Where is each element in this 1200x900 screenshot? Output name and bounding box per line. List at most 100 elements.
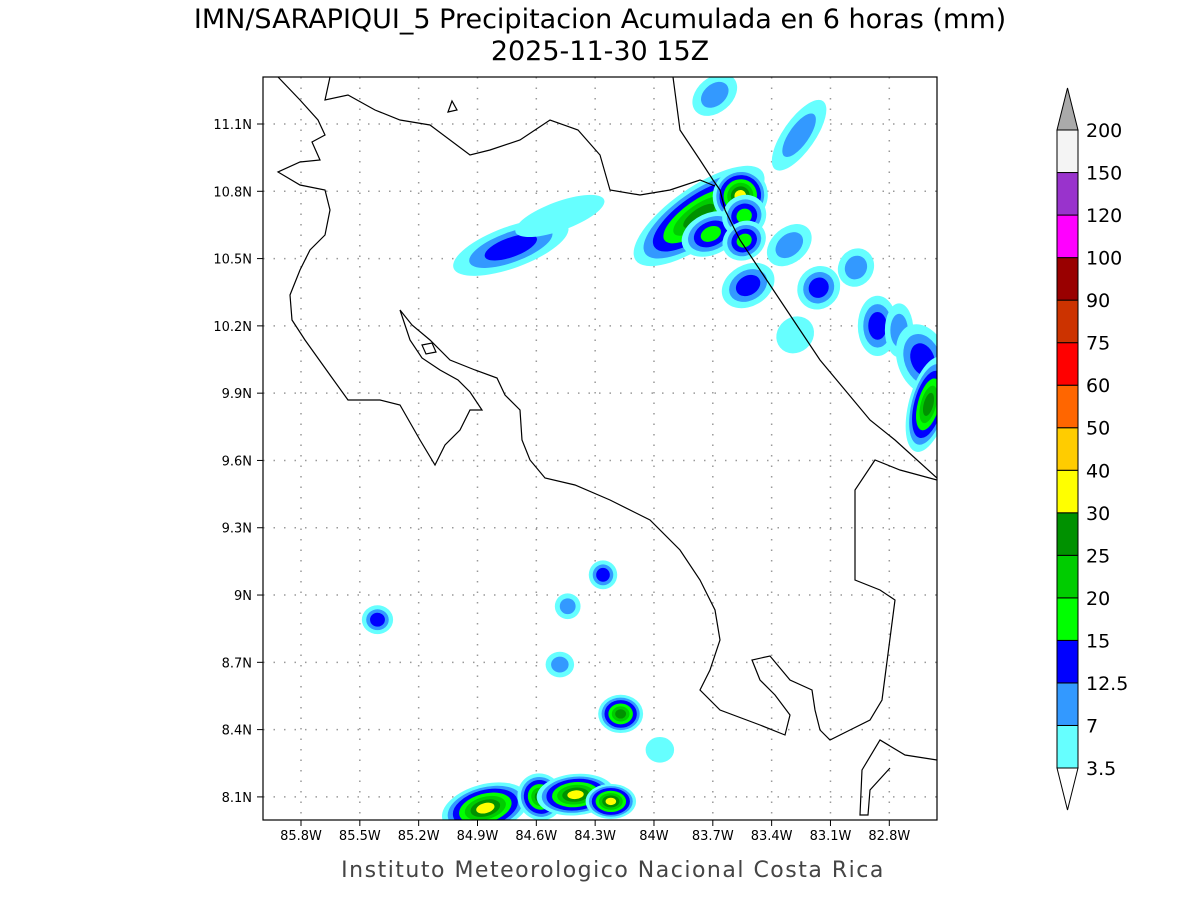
colorbar-label: 60 — [1086, 375, 1110, 397]
colorbar-label: 15 — [1086, 630, 1110, 652]
tick-label-lon: 84.3W — [574, 829, 616, 844]
precip-level-15 — [736, 208, 752, 224]
credit-text: Instituto Meteorologico Nacional Costa R… — [341, 858, 885, 883]
precip-cell — [645, 736, 675, 763]
precip-cell — [771, 99, 827, 171]
colorbar-box — [1056, 512, 1079, 556]
tick-label-lat: 9.6N — [222, 454, 252, 469]
precip-level-12.5 — [735, 274, 761, 297]
colorbar-box — [1056, 257, 1079, 301]
nicaragua-border — [324, 77, 716, 196]
tick-label-lat: 11.1N — [213, 118, 252, 133]
precip-cell — [722, 220, 766, 261]
colorbar-label: 40 — [1086, 460, 1110, 482]
colorbar-box — [1056, 682, 1079, 726]
gulf-island — [421, 342, 437, 355]
pacific-coast — [276, 77, 937, 741]
colorbar-label: 25 — [1086, 545, 1110, 567]
map-frame — [262, 76, 938, 821]
tick-label-lat: 9.9N — [222, 387, 252, 402]
tick-label-lon: 83.1W — [810, 829, 852, 844]
tick-label-lon: 85.5W — [339, 829, 381, 844]
colorbar-box — [1056, 214, 1079, 259]
precip-cell — [585, 783, 637, 819]
precip-level-7 — [844, 255, 868, 280]
tick-label-lat: 8.4N — [222, 724, 252, 739]
precip-level-15 — [736, 233, 752, 248]
colorbar-label: 50 — [1086, 418, 1110, 440]
precip-cell — [776, 316, 815, 354]
tick-label-lon: 83.4W — [751, 829, 793, 844]
tick-label-lat: 9N — [234, 589, 252, 604]
precip-cell — [554, 593, 581, 620]
tick-label-lon: 85.2W — [398, 829, 440, 844]
precip-level-30 — [476, 802, 495, 814]
precip-level-3.5 — [645, 736, 675, 763]
precip-cell — [515, 194, 605, 238]
colorbar-box — [1056, 554, 1079, 599]
colorbar: 3.5 7 12.5 15 20 25 30 40 50 60 75 90 100 120 150 200 — [1056, 87, 1128, 811]
precip-level-7 — [551, 656, 569, 673]
colorbar-label: 7 — [1086, 715, 1098, 737]
colorbar-box — [1056, 469, 1079, 514]
colorbar-box — [1056, 597, 1079, 641]
precip-level-30 — [605, 797, 617, 806]
south-coast — [859, 739, 937, 816]
precip-level-12.5 — [868, 311, 887, 340]
precip-cell — [588, 560, 618, 590]
tick-label-lon: 84W — [639, 829, 669, 844]
precip-cell — [598, 694, 644, 734]
tick-label-lon: 85.8W — [280, 829, 322, 844]
colorbar-under-triangle — [1056, 767, 1079, 811]
colorbar-label: 12.5 — [1086, 673, 1128, 695]
precip-level-7 — [782, 113, 816, 157]
tick-label-lon: 84.9W — [457, 829, 499, 844]
colorbar-label: 30 — [1086, 503, 1110, 525]
colorbar-box — [1056, 639, 1079, 684]
tick-label-lat: 10.2N — [213, 320, 252, 335]
map-title: IMN/SARAPIQUI_5 Precipitacion Acumulada … — [194, 4, 1006, 35]
caribbean-coast — [672, 77, 937, 479]
coastlines — [276, 77, 937, 816]
precip-cell — [692, 77, 738, 116]
precip-level-12.5 — [484, 234, 537, 261]
tick-label-lon: 82.8W — [868, 829, 910, 844]
precip-level-12.5 — [808, 277, 829, 298]
colorbar-label: 20 — [1086, 588, 1110, 610]
colorbar-label: 200 — [1086, 120, 1122, 142]
colorbar-label: 90 — [1086, 290, 1110, 312]
axis-ticks: 85.8W 85.5W 85.2W 84.9W 84.6W 84.3W 84W 83.7W 83… — [213, 118, 910, 844]
tick-label-lat: 10.5N — [213, 253, 252, 268]
tick-label-lat: 9.3N — [222, 522, 252, 537]
tick-label-lon: 84.6W — [515, 829, 557, 844]
precip-level-7 — [775, 232, 804, 259]
tick-label-lat: 8.1N — [222, 791, 252, 806]
precip-cell — [545, 651, 575, 678]
colorbar-box — [1056, 172, 1079, 216]
colorbar-box — [1056, 384, 1079, 429]
tick-label-lat: 10.8N — [213, 185, 252, 200]
precip-level-12.5 — [370, 612, 385, 627]
colorbar-box — [1056, 724, 1079, 769]
precip-cell — [441, 782, 529, 820]
precip-cells — [361, 77, 937, 820]
precip-level-15 — [700, 225, 721, 242]
colorbar-box — [1056, 427, 1079, 471]
colorbar-box — [1056, 342, 1079, 386]
precip-level-30 — [567, 790, 584, 800]
precip-cell — [766, 224, 812, 267]
colorbar-label: 75 — [1086, 333, 1110, 355]
tick-label-lon: 83.7W — [692, 829, 734, 844]
precip-cell — [721, 262, 775, 309]
precip-level-25 — [922, 392, 935, 416]
precip-level-7 — [559, 598, 576, 615]
precip-level-3.5 — [776, 316, 815, 354]
precip-cell — [797, 265, 841, 310]
colorbar-over-triangle — [1056, 87, 1079, 131]
precip-level-25 — [683, 203, 715, 229]
map-subtitle: 2025-11-30 15Z — [491, 36, 709, 67]
colorbar-label: 100 — [1086, 248, 1122, 270]
precip-level-7 — [701, 81, 729, 108]
precip-cell — [361, 605, 394, 635]
